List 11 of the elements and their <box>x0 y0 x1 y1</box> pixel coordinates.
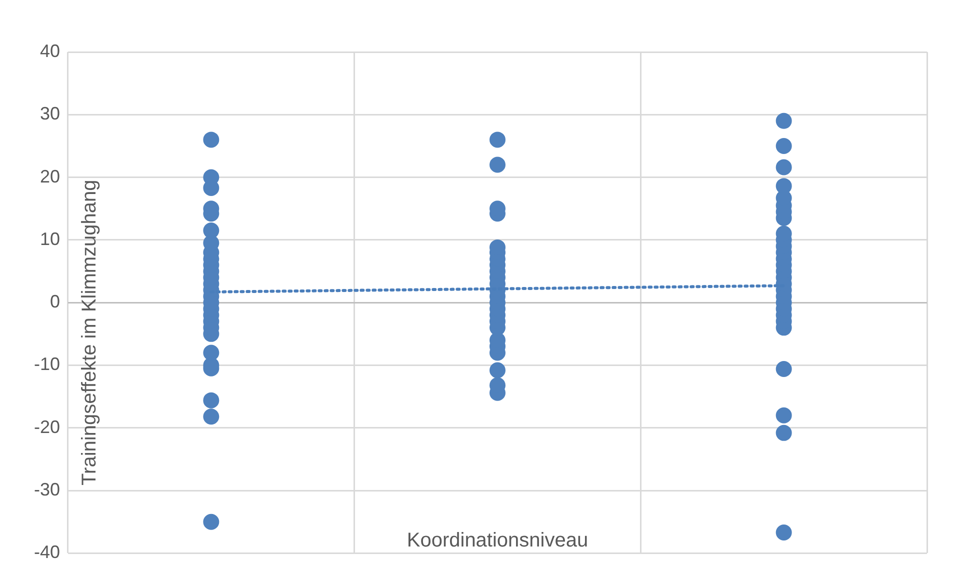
y-tick-label: 30 <box>40 104 60 124</box>
y-tick-label: 10 <box>40 228 60 249</box>
y-tick-label: 40 <box>40 40 60 61</box>
y-tick-label: -20 <box>34 416 60 437</box>
y-tick-label: -10 <box>34 354 60 374</box>
y-tick-label: 0 <box>50 292 60 312</box>
x-axis-title: Koordinationsniveau <box>406 530 588 552</box>
y-axis-title: Trainingseffekte im Klimmzughang <box>78 180 101 486</box>
y-tick-label: 20 <box>40 166 60 186</box>
y-tick-label: -30 <box>34 480 60 500</box>
y-tick-label: -40 <box>34 542 60 562</box>
